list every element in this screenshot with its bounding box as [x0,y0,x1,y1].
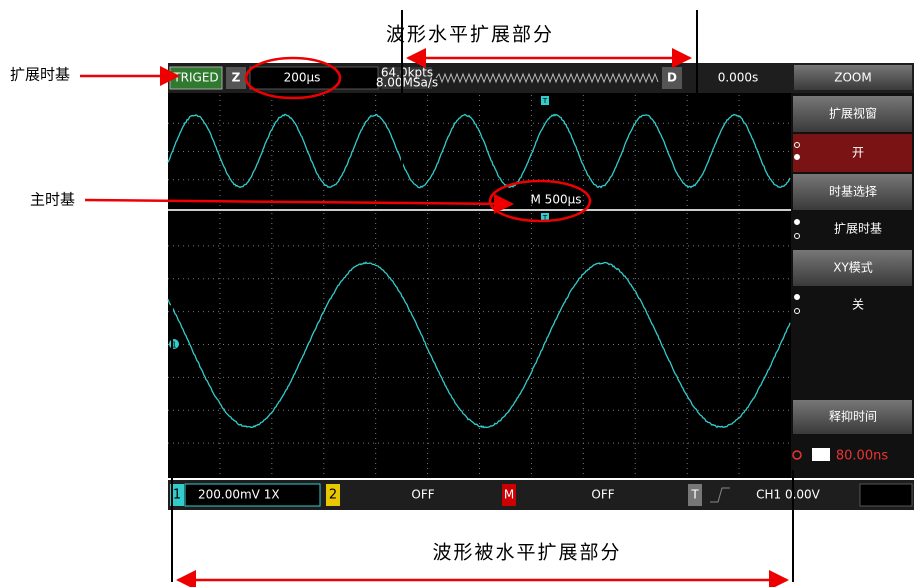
zoom-flag: Z [232,71,241,85]
zoom-timebase: 200μs [284,71,321,85]
annotation: 波形被水平扩展部分 [432,542,621,564]
menu-value-text[interactable]: 开 [852,146,864,160]
menu-label[interactable]: 释抑时间 [829,409,877,424]
mode[interactable]: ZOOM [834,71,871,85]
main-timebase: M 500μs [531,193,582,207]
menu-value-text[interactable]: 关 [852,298,864,312]
status-icons [860,484,912,506]
math[interactable]: M [504,488,514,502]
delay-flag: D [667,71,677,85]
delay: 0.000s [718,71,759,85]
math-state: OFF [591,488,614,502]
menu-label[interactable]: 时基选择 [829,185,877,199]
trigger-level: CH1 0.00V [756,488,821,502]
trigger-text: TRIGED [172,71,218,85]
ch2[interactable]: 2 [329,488,337,503]
menu-label[interactable]: XY模式 [833,261,873,275]
menu-value-text[interactable]: 扩展时基 [834,222,882,236]
ch1[interactable]: 1 [173,488,181,503]
ch2-state: OFF [411,488,434,502]
menu-value-text[interactable]: 80.00ns [836,449,888,464]
annotation: 波形水平扩展部分 [386,24,554,46]
menu-label[interactable]: 扩展视窗 [829,106,877,121]
keypad-icon [812,448,830,461]
trigger-marker-text: T [542,97,548,105]
annotation: 扩展时基 [10,66,70,84]
sample-rate: 8.00MSa/s [376,76,438,90]
annotation: 主时基 [30,191,75,209]
trigger[interactable]: T [690,488,699,502]
ch1-scale: 200.00mV 1X [198,488,280,502]
